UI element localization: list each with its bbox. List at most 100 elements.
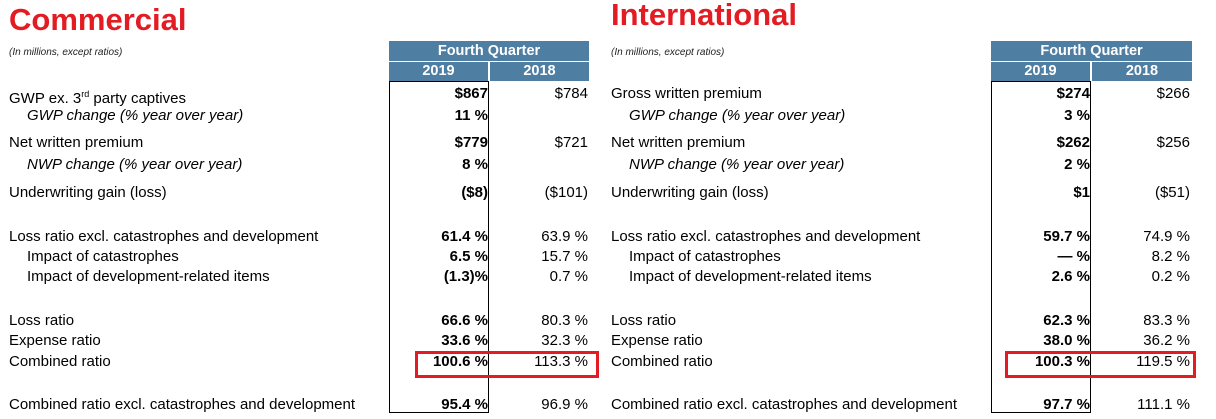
row-label: Expense ratio [9,332,101,349]
value-2019: $867 [454,85,488,102]
table-row: Underwriting gain (loss) ($8) ($101) [9,183,599,203]
value-2019: 3 % [1064,107,1090,124]
table-row: Combined ratio 100.6 % 113.3 % [9,352,599,372]
value-2018: $256 [1156,134,1190,151]
value-2019: — % [1057,248,1090,265]
row-label: Impact of development-related items [27,268,270,285]
units-note: (In millions, except ratios) [611,47,725,58]
value-2018: 0.7 % [549,268,588,285]
value-2019: 62.3 % [1043,312,1090,329]
value-2019: 61.4 % [441,228,488,245]
value-2018: 96.9 % [541,396,588,413]
table-row: Impact of catastrophes 6.5 % 15.7 % [9,247,599,267]
international-panel: International (In millions, except ratio… [611,0,1201,419]
row-label: Combined ratio [9,353,111,370]
column-header-year-2018: 2018 [490,62,589,81]
table-row: GWP change (% year over year) 3 % [611,106,1201,126]
row-label: NWP change (% year over year) [629,156,845,173]
table-row: Gross written premium $274 $266 [611,84,1201,104]
row-label: Combined ratio excl. catastrophes and de… [9,396,356,413]
value-2018: 0.2 % [1151,268,1190,285]
table-row: GWP ex. 3rd party captives $867 $784 [9,84,599,107]
column-header-year-2018: 2018 [1092,62,1192,81]
table-row: Impact of development-related items 2.6 … [611,267,1201,287]
column-header-period: Fourth Quarter [389,41,589,61]
row-label: Impact of development-related items [629,268,872,285]
value-2019: 6.5 % [449,248,488,265]
row-label: Net written premium [611,134,746,151]
current-year-column-box [389,81,489,413]
table-row: Loss ratio 66.6 % 80.3 % [9,311,599,331]
row-label: Impact of catastrophes [629,248,781,265]
table-row: Loss ratio 62.3 % 83.3 % [611,311,1201,331]
row-label: Impact of catastrophes [27,248,179,265]
table-row: Combined ratio 100.3 % 119.5 % [611,352,1201,372]
value-2019: 11 % [454,107,488,124]
row-label: Loss ratio excl. catastrophes and develo… [9,228,319,245]
value-2019: 2.6 % [1051,268,1090,285]
commercial-panel: Commercial (In millions, except ratios) … [9,0,599,419]
value-2019: $274 [1056,85,1090,102]
value-2019: 2 % [1064,156,1090,173]
row-label: Combined ratio [611,353,713,370]
table-row: Impact of development-related items (1.3… [9,267,599,287]
value-2018: 113.3 % [534,353,588,370]
value-2018: ($51) [1154,184,1190,201]
table-row: Combined ratio excl. catastrophes and de… [611,395,1201,415]
row-label: Loss ratio [611,312,677,329]
value-2018: 111.1 % [1137,396,1190,413]
value-2019: 66.6 % [441,312,488,329]
table-row: NWP change (% year over year) 8 % [9,155,599,175]
value-2019: ($8) [461,184,488,201]
value-2019: (1.3)% [443,268,488,285]
table-row: Underwriting gain (loss) $1 ($51) [611,183,1201,203]
value-2018: ($101) [544,184,588,201]
section-title: International [611,0,798,32]
value-2019: 97.7 % [1043,396,1090,413]
column-header-period: Fourth Quarter [991,41,1192,61]
value-2018: $266 [1156,85,1190,102]
value-2019: 95.4 % [441,396,488,413]
row-label: GWP change (% year over year) [629,107,846,124]
row-label: NWP change (% year over year) [27,156,243,173]
row-label: GWP ex. 3rd party captives [9,89,186,107]
combined-ratio-highlight [1005,351,1196,378]
current-year-column-box [991,81,1091,413]
value-2018: 63.9 % [541,228,588,245]
value-2019: 100.3 % [1034,353,1090,370]
value-2018: 15.7 % [541,248,588,265]
column-header-year-2019: 2019 [991,62,1090,81]
value-2019: $262 [1056,134,1090,151]
table-row: Impact of catastrophes — % 8.2 % [611,247,1201,267]
value-2018: $721 [554,134,588,151]
value-2018: 80.3 % [541,312,588,329]
value-2018: 83.3 % [1143,312,1190,329]
row-label: Gross written premium [611,85,762,102]
table-row: Loss ratio excl. catastrophes and develo… [611,227,1201,247]
table-row: Expense ratio 33.6 % 32.3 % [9,331,599,351]
combined-ratio-highlight [415,351,599,378]
value-2018: $784 [554,85,588,102]
row-label: Net written premium [9,134,144,151]
row-label: GWP change (% year over year) [27,107,244,124]
row-label: Underwriting gain (loss) [611,184,769,201]
value-2019: 8 % [462,156,488,173]
table-row: NWP change (% year over year) 2 % [611,155,1201,175]
row-label: Expense ratio [611,332,703,349]
value-2018: 119.5 % [1136,353,1190,370]
units-note: (In millions, except ratios) [9,47,123,58]
value-2018: 32.3 % [541,332,588,349]
value-2019: 38.0 % [1043,332,1090,349]
table-row: Expense ratio 38.0 % 36.2 % [611,331,1201,351]
table-row: Net written premium $779 $721 [9,133,599,153]
value-2019: $779 [454,134,488,151]
value-2019: 33.6 % [441,332,488,349]
table-row: Loss ratio excl. catastrophes and develo… [9,227,599,247]
section-title: Commercial [9,2,187,37]
value-2018: 8.2 % [1151,248,1190,265]
value-2018: 36.2 % [1143,332,1190,349]
row-label: Combined ratio excl. catastrophes and de… [611,396,958,413]
table-row: Combined ratio excl. catastrophes and de… [9,395,599,415]
row-label: Underwriting gain (loss) [9,184,167,201]
table-row: GWP change (% year over year) 11 % [9,106,599,126]
